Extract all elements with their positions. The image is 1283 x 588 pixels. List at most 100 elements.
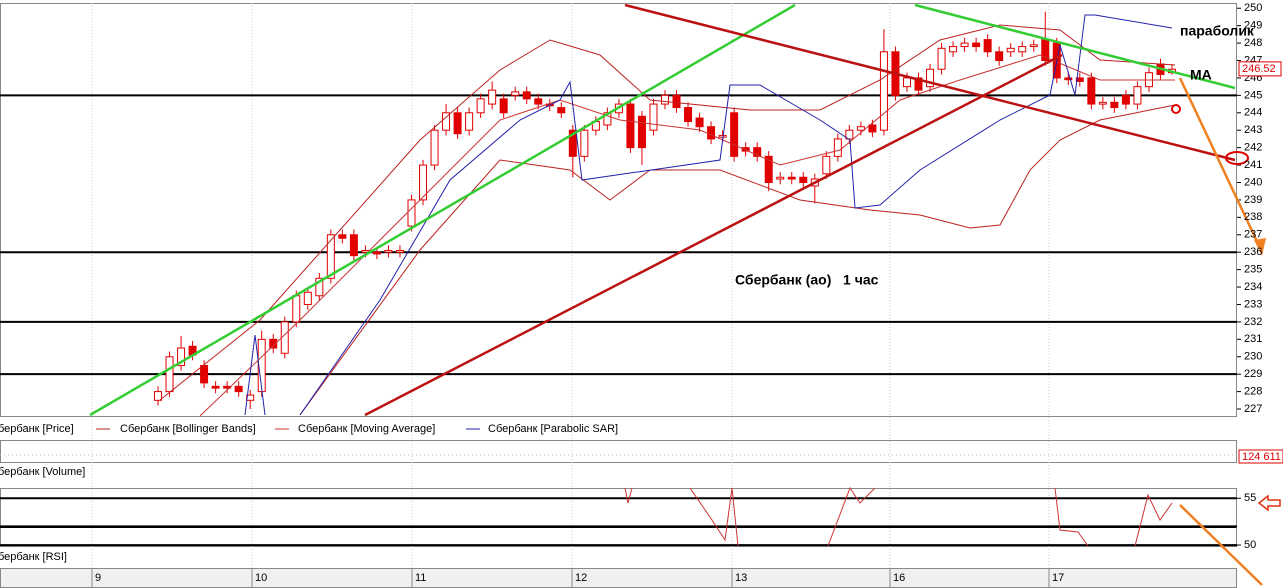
y-tick-label: 243 — [1244, 124, 1262, 136]
x-tick-label: 17 — [1052, 572, 1064, 584]
candle-body — [580, 129, 589, 157]
candle-body — [407, 199, 416, 227]
candle-body — [557, 107, 566, 114]
candle-body — [637, 115, 646, 149]
candle-body — [937, 47, 946, 70]
candle-body — [1098, 101, 1107, 105]
candle-body — [338, 234, 347, 239]
candle-body — [154, 391, 162, 401]
candle-body — [983, 39, 992, 53]
y-tick-label: 238 — [1244, 211, 1262, 223]
candle-body — [465, 112, 474, 131]
y-tick-label: 232 — [1244, 316, 1262, 328]
panel-label: бербанк [RSI] — [0, 551, 67, 563]
candle-body — [764, 155, 773, 183]
trend-line — [364, 53, 1063, 417]
candle-body — [292, 295, 301, 323]
candle-body — [960, 42, 969, 48]
candle-body — [995, 51, 1004, 62]
y-tick-label: 248 — [1244, 37, 1262, 49]
candle-body — [511, 91, 520, 96]
candle-body — [303, 291, 312, 305]
candle-body — [741, 147, 750, 152]
moving-average — [199, 54, 1175, 417]
y-tick-label: 230 — [1244, 351, 1262, 363]
candle-body — [914, 77, 923, 91]
candle-body — [833, 138, 842, 157]
bollinger-upper — [159, 24, 1176, 401]
candle-body — [856, 126, 865, 131]
candle-body — [453, 112, 462, 135]
candle-body — [753, 147, 762, 157]
rsi-line — [624, 487, 633, 504]
candle-body — [730, 112, 739, 157]
candle-body — [1133, 86, 1142, 105]
volume-box — [1238, 449, 1283, 464]
level-arrow — [1257, 494, 1281, 512]
x-tick-label: 13 — [735, 572, 747, 584]
candle-body — [902, 77, 911, 88]
candle-body — [845, 129, 854, 140]
candle-body — [1006, 47, 1015, 53]
y-tick-label: 229 — [1244, 368, 1262, 380]
y-tick-label: 228 — [1244, 386, 1262, 398]
candle-body — [926, 68, 935, 88]
candle-body — [442, 112, 451, 131]
candle-body — [315, 277, 324, 297]
x-tick-label: 10 — [255, 572, 267, 584]
candle-body — [476, 98, 485, 114]
volume-panel — [0, 440, 1237, 463]
highlight-ellipse — [1225, 151, 1249, 165]
y-tick-label: 235 — [1244, 264, 1262, 276]
candle-body — [384, 249, 393, 253]
y-tick-label: 241 — [1244, 159, 1262, 171]
candle-body — [868, 124, 877, 133]
candle-body — [200, 364, 209, 384]
candle-body — [211, 385, 220, 389]
legend-entry: бербанк [Price] — [0, 423, 74, 435]
candle-body — [234, 385, 243, 393]
candle-body — [695, 117, 704, 128]
y-tick-label: 240 — [1244, 176, 1262, 188]
candle-body — [949, 46, 958, 53]
candle-body — [879, 51, 888, 131]
candle-body — [661, 94, 669, 105]
y-tick-label: 242 — [1244, 142, 1262, 154]
panel-label: бербанк [Volume] — [0, 466, 85, 478]
legend-entry: Сбербанк [Moving Average] — [298, 423, 435, 435]
x-tick-label: 12 — [575, 572, 587, 584]
candle-body — [1110, 101, 1119, 109]
last-price-box — [1238, 61, 1282, 77]
x-tick-label: 16 — [893, 572, 905, 584]
forecast-arrow — [1178, 77, 1264, 253]
trend-line — [914, 3, 1236, 90]
rsi-line — [827, 486, 876, 547]
candle-body — [972, 42, 981, 48]
candle-body — [349, 234, 358, 257]
y-tick-label: 244 — [1244, 107, 1262, 119]
price-panel — [0, 3, 1237, 417]
candle-body — [419, 164, 428, 201]
candle-body — [326, 234, 335, 279]
candle-body — [269, 338, 278, 349]
y-tick-label: 250 — [1244, 2, 1262, 14]
legend-entry: Сбербанк [Parabolic SAR] — [488, 423, 618, 435]
y-tick-label: 234 — [1244, 281, 1262, 293]
candle-body — [499, 98, 508, 114]
volume-value: 124 611 — [1242, 451, 1281, 463]
candle-body — [177, 347, 186, 366]
candle-body — [707, 126, 716, 140]
last-price-label: 246.52 — [1242, 63, 1276, 75]
candle-body — [776, 176, 785, 180]
candle-body — [1064, 77, 1073, 81]
candle-body — [626, 103, 635, 149]
candle-body — [522, 91, 531, 100]
forecast-arrow — [1179, 504, 1263, 586]
x-tick-label: 11 — [415, 572, 426, 584]
candle-body — [1075, 77, 1084, 82]
y-tick-label: 233 — [1244, 298, 1262, 310]
candle-body — [1018, 46, 1027, 53]
arrow-head — [1254, 238, 1266, 256]
trend-line — [89, 3, 796, 417]
